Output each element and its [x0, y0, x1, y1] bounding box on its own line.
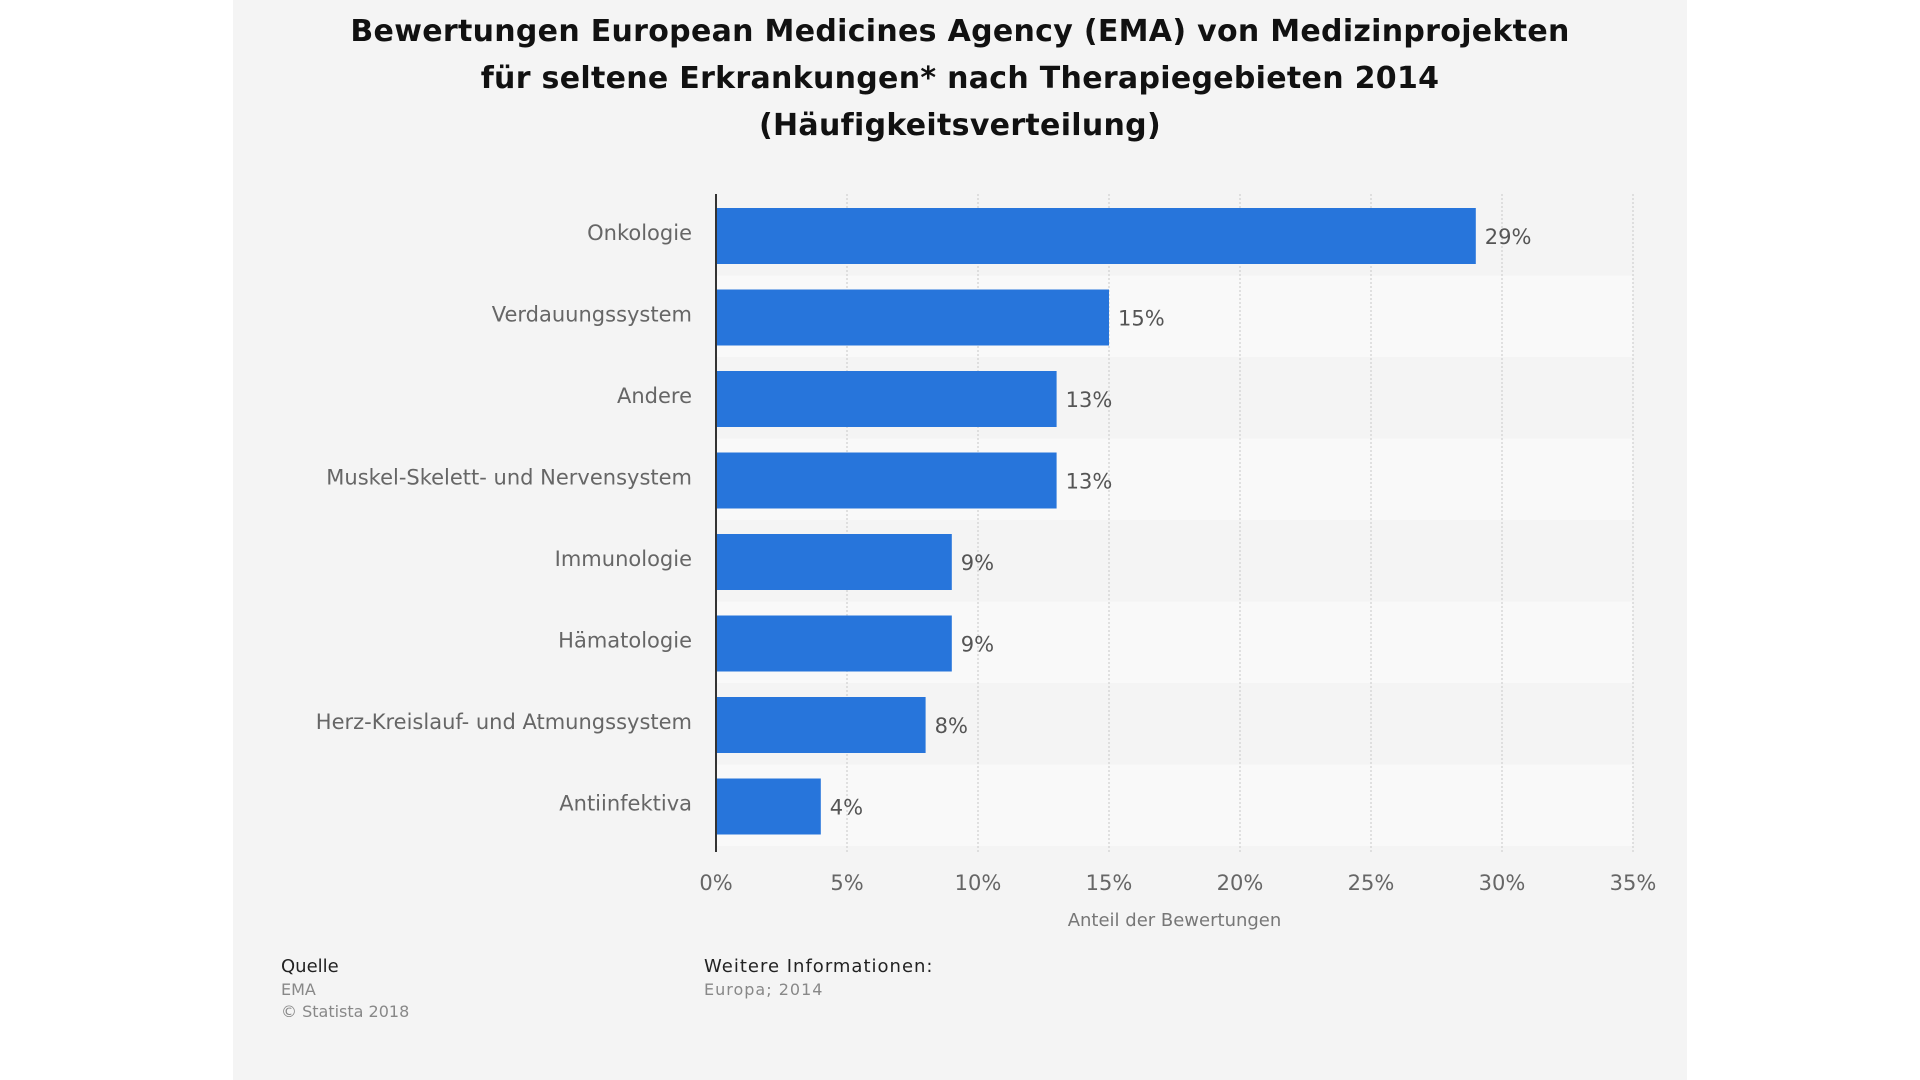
chart-title-line-3: (Häufigkeitsverteilung) — [759, 108, 1161, 143]
source-name: EMA — [281, 980, 316, 999]
value-label: 15% — [1118, 307, 1165, 331]
value-label: 4% — [830, 796, 863, 820]
category-label: Andere — [617, 384, 692, 408]
info-text: Europa; 2014 — [704, 980, 824, 999]
chart-title-line-2: für seltene Erkrankungen* nach Therapieg… — [480, 61, 1440, 96]
chart-title: Bewertungen European Medicines Agency (E… — [233, 8, 1687, 149]
source-heading: Quelle — [281, 956, 339, 977]
category-label: Onkologie — [587, 221, 692, 245]
bar — [716, 208, 1476, 264]
chart-title-line-1: Bewertungen European Medicines Agency (E… — [350, 14, 1570, 49]
row-band — [716, 764, 1633, 846]
category-label: Hämatologie — [558, 629, 692, 653]
info-block: Weitere Informationen: Europa; 2014 — [704, 955, 934, 1001]
bar — [716, 452, 1057, 509]
x-tick-label: 0% — [699, 871, 732, 895]
category-label: Herz-Kreislauf- und Atmungssystem — [316, 710, 692, 734]
x-tick-label: 25% — [1348, 871, 1395, 895]
bar — [716, 289, 1109, 346]
value-label: 9% — [961, 551, 994, 575]
bar — [716, 371, 1057, 427]
value-label: 9% — [961, 633, 994, 657]
bar-chart: Onkologie Verdauungssystem Andere Muskel-Sk… — [316, 194, 1656, 931]
copyright: © Statista 2018 — [281, 1002, 410, 1021]
x-tick-label: 10% — [955, 871, 1002, 895]
x-tick-label: 30% — [1479, 871, 1526, 895]
category-label: Muskel-Skelett- und Nervensystem — [326, 466, 692, 490]
value-label: 13% — [1066, 388, 1113, 412]
x-tick-label: 5% — [830, 871, 863, 895]
x-tick-labels: 0% 5% 10% 15% 20% 25% 30% 35% — [699, 871, 1656, 895]
category-label: Antiinfektiva — [559, 792, 692, 816]
bar — [716, 615, 952, 672]
x-tick-label: 15% — [1086, 871, 1133, 895]
category-label: Verdauungssystem — [492, 303, 692, 327]
info-heading: Weitere Informationen: — [704, 956, 934, 977]
value-label: 13% — [1066, 470, 1113, 494]
bar — [716, 534, 952, 590]
bar — [716, 778, 821, 835]
x-tick-label: 20% — [1217, 871, 1264, 895]
category-label: Immunologie — [555, 547, 692, 571]
source-block: Quelle EMA © Statista 2018 — [281, 955, 409, 1023]
value-label: 8% — [935, 714, 968, 738]
bar — [716, 697, 926, 753]
x-tick-label: 35% — [1610, 871, 1657, 895]
category-labels: Onkologie Verdauungssystem Andere Muskel-Sk… — [316, 221, 692, 816]
bars — [716, 208, 1476, 835]
value-labels: 29% 15% 13% 13% 9% 9% 8% 4% — [830, 225, 1532, 820]
value-label: 29% — [1485, 225, 1532, 249]
x-axis-title: Anteil der Bewertungen — [1068, 910, 1282, 931]
